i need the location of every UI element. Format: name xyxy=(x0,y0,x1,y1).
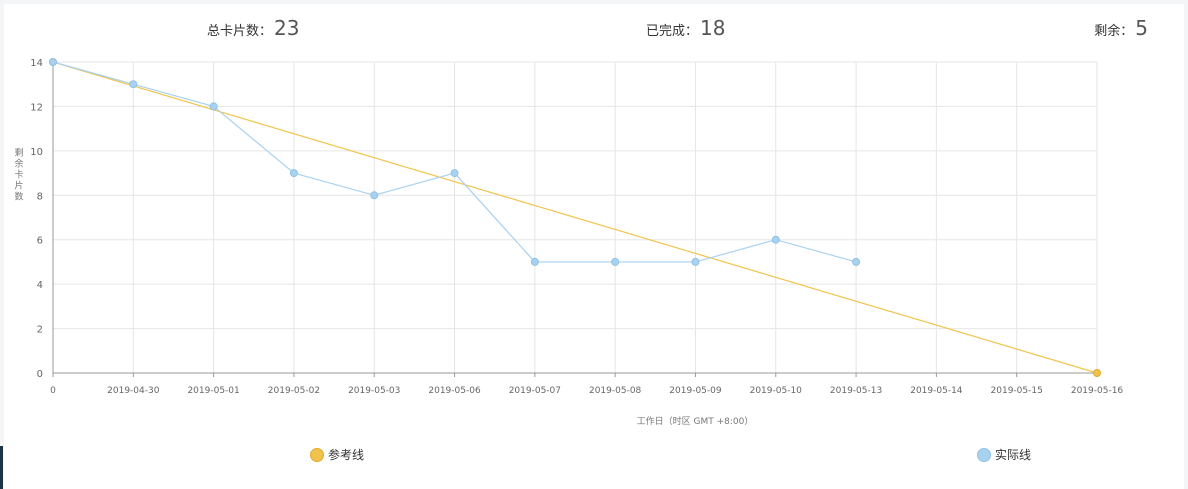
x-tick-label: 2019-05-06 xyxy=(428,386,481,396)
stat-done: 已完成： 18 xyxy=(646,16,725,42)
y-tick-label: 14 xyxy=(30,58,43,69)
actual-point xyxy=(370,191,379,200)
x-tick-label: 2019-05-13 xyxy=(830,386,882,396)
legend-reference-swatch xyxy=(310,447,324,462)
y-tick-label: 4 xyxy=(37,280,43,291)
y-tick-label: 2 xyxy=(37,325,43,336)
stat-remaining-label: 剩余： xyxy=(1094,24,1134,39)
x-tick-label: 2019-05-16 xyxy=(1071,386,1124,396)
actual-point xyxy=(691,257,700,266)
legend-item-reference[interactable]: 参考线 xyxy=(310,446,364,463)
legend-actual-label: 实际线 xyxy=(995,448,1032,462)
x-tick-label: 2019-05-02 xyxy=(268,386,320,396)
legend-actual-swatch xyxy=(977,447,991,462)
y-axis-title-char: 卡 xyxy=(14,169,23,181)
actual-point xyxy=(852,257,861,266)
y-axis-title-char: 数 xyxy=(14,191,23,203)
actual-point xyxy=(289,169,298,178)
chart-panel xyxy=(4,4,1184,489)
actual-point xyxy=(450,169,459,178)
y-tick-label: 6 xyxy=(37,236,43,247)
legend-reference-label: 参考线 xyxy=(328,448,365,462)
y-axis-title-char: 剩 xyxy=(14,147,23,159)
stat-total-value: 23 xyxy=(274,16,300,40)
x-tick-label: 2019-05-01 xyxy=(187,386,239,396)
y-axis-title-char: 余 xyxy=(14,158,23,170)
actual-point xyxy=(611,257,620,266)
x-tick-label: 2019-05-10 xyxy=(750,386,803,396)
reference-line xyxy=(52,61,1098,374)
actual-point xyxy=(771,235,780,244)
legend-item-actual[interactable]: 实际线 xyxy=(977,446,1031,463)
actual-point xyxy=(129,80,138,89)
x-axis-title: 工作日（时区 GMT +8:00） xyxy=(637,415,754,427)
actual-point xyxy=(49,58,57,66)
stat-done-value: 18 xyxy=(700,16,726,40)
reference-point xyxy=(1093,369,1101,377)
stat-total: 总卡片数： 23 xyxy=(207,16,299,42)
sidebar-edge xyxy=(0,446,3,489)
y-axis-title-char: 片 xyxy=(14,180,23,192)
y-tick-label: 8 xyxy=(37,191,43,202)
stat-remaining: 剩余： 5 xyxy=(1094,16,1148,42)
stat-done-label: 已完成： xyxy=(646,24,699,39)
actual-point xyxy=(530,257,539,266)
x-tick-label: 2019-05-07 xyxy=(509,386,561,396)
x-tick-label: 0 xyxy=(50,386,56,396)
x-tick-label: 2019-05-14 xyxy=(910,386,963,396)
actual-point xyxy=(209,102,218,111)
stat-remaining-value: 5 xyxy=(1135,16,1148,40)
x-tick-label: 2019-05-03 xyxy=(348,386,400,396)
y-tick-label: 10 xyxy=(30,147,43,158)
y-tick-label: 0 xyxy=(37,369,43,380)
x-tick-label: 2019-05-15 xyxy=(991,386,1043,396)
x-tick-label: 2019-05-09 xyxy=(669,386,722,396)
stat-total-label: 总卡片数： xyxy=(207,24,273,39)
x-tick-label: 2019-05-08 xyxy=(589,386,642,396)
x-tick-label: 2019-04-30 xyxy=(107,386,160,396)
y-tick-label: 12 xyxy=(30,102,43,113)
